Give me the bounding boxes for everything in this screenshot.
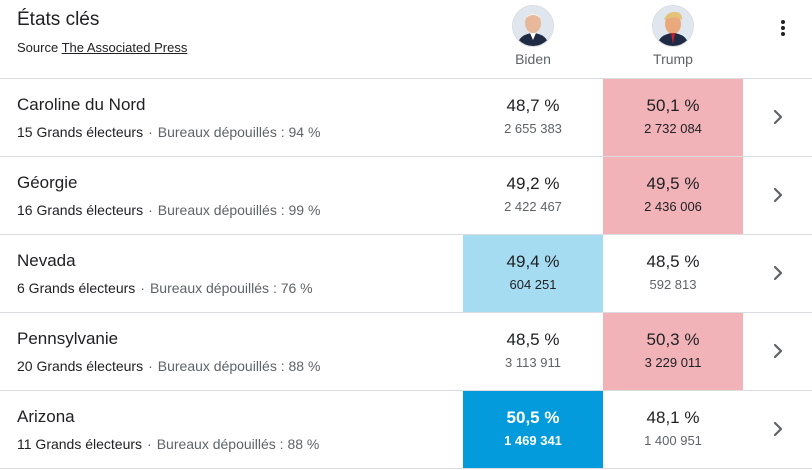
candidate-name: Biden: [515, 51, 551, 67]
electors-count: 20 Grands électeurs: [17, 358, 144, 374]
counted-percentage: Bureaux dépouillés : 88 %: [156, 436, 320, 452]
state-name: Caroline du Nord: [17, 95, 146, 114]
candidate-biden: Biden: [463, 5, 603, 67]
separator-dot: ·: [148, 358, 153, 374]
trump-votes: 1 400 951: [644, 433, 702, 448]
biden-percentage: 49,2 %: [506, 174, 560, 193]
trump-percentage: 48,1 %: [646, 408, 700, 427]
biden-result-cell: 48,7 % 2 655 383: [463, 79, 603, 156]
state-row[interactable]: Caroline du Nord 15 Grands électeurs · Bur…: [0, 79, 812, 157]
electors-count: 16 Grands électeurs: [17, 202, 144, 218]
biden-votes: 2 655 383: [504, 121, 562, 136]
trump-result-cell: 48,1 % 1 400 951: [603, 391, 743, 468]
trump-percentage: 48,5 %: [646, 252, 700, 271]
counted-percentage: Bureaux dépouillés : 88 %: [157, 358, 321, 374]
source-line: Source The Associated Press: [17, 40, 187, 55]
state-row[interactable]: Géorgie 16 Grands électeurs · Bureaux dépo…: [0, 157, 812, 235]
state-meta: 11 Grands électeurs · Bureaux dépouillés :…: [17, 436, 319, 452]
state-row[interactable]: Nevada 6 Grands électeurs · Bureaux dépoui…: [0, 235, 812, 313]
state-meta: 6 Grands électeurs · Bureaux dépouillés : …: [17, 280, 313, 296]
trump-percentage: 50,3 %: [646, 330, 700, 349]
source-prefix: Source: [17, 40, 59, 55]
biden-votes: 1 469 341: [504, 433, 562, 448]
biden-percentage: 49,4 %: [506, 252, 560, 271]
trump-result-cell: 50,1 % 2 732 084: [603, 79, 743, 156]
results-header: États clés Source The Associated Press B…: [0, 0, 812, 79]
state-name: Nevada: [17, 251, 76, 270]
trump-avatar-icon: [652, 5, 694, 47]
biden-result-cell: 50,5 % 1 469 341: [463, 391, 603, 468]
chevron-right-icon[interactable]: [768, 339, 788, 363]
candidate-name: Trump: [653, 51, 693, 67]
state-name: Arizona: [17, 407, 75, 426]
state-row[interactable]: Pennsylvanie 20 Grands électeurs · Bureaux…: [0, 313, 812, 391]
biden-votes: 3 113 911: [505, 355, 561, 370]
trump-result-cell: 49,5 % 2 436 006: [603, 157, 743, 234]
trump-votes: 2 732 084: [644, 121, 702, 136]
biden-avatar-icon: [512, 5, 554, 47]
trump-result-cell: 48,5 % 592 813: [603, 235, 743, 312]
state-meta: 15 Grands électeurs · Bureaux dépouillés :…: [17, 124, 320, 140]
biden-percentage: 48,7 %: [506, 96, 560, 115]
biden-result-cell: 49,2 % 2 422 467: [463, 157, 603, 234]
trump-votes: 3 229 011: [644, 355, 702, 370]
separator-dot: ·: [148, 202, 153, 218]
biden-percentage: 48,5 %: [506, 330, 560, 349]
state-name: Géorgie: [17, 173, 78, 192]
state-name: Pennsylvanie: [17, 329, 119, 348]
biden-result-cell: 48,5 % 3 113 911: [463, 313, 603, 390]
trump-votes: 592 813: [649, 277, 697, 292]
trump-percentage: 50,1 %: [646, 96, 700, 115]
chevron-right-icon[interactable]: [768, 183, 788, 207]
state-meta: 20 Grands électeurs · Bureaux dépouillés :…: [17, 358, 320, 374]
counted-percentage: Bureaux dépouillés : 76 %: [149, 280, 313, 296]
state-row[interactable]: Arizona 11 Grands électeurs · Bureaux dépo…: [0, 391, 812, 469]
more-vert-icon[interactable]: [771, 18, 795, 42]
source-link[interactable]: The Associated Press: [61, 40, 188, 55]
electors-count: 11 Grands électeurs: [17, 436, 143, 452]
separator-dot: ·: [140, 280, 145, 296]
chevron-right-icon[interactable]: [768, 261, 788, 285]
biden-votes: 604 251: [509, 277, 557, 292]
page-title: États clés: [17, 9, 100, 30]
biden-votes: 2 422 467: [504, 199, 562, 214]
candidate-trump: Trump: [603, 5, 743, 67]
chevron-right-icon[interactable]: [768, 417, 788, 441]
biden-result-cell: 49,4 % 604 251: [463, 235, 603, 312]
electors-count: 15 Grands électeurs: [17, 124, 144, 140]
counted-percentage: Bureaux dépouillés : 94 %: [157, 124, 321, 140]
chevron-right-icon[interactable]: [768, 105, 788, 129]
trump-result-cell: 50,3 % 3 229 011: [603, 313, 743, 390]
trump-percentage: 49,5 %: [646, 174, 700, 193]
state-meta: 16 Grands électeurs · Bureaux dépouillés :…: [17, 202, 320, 218]
counted-percentage: Bureaux dépouillés : 99 %: [157, 202, 321, 218]
trump-votes: 2 436 006: [644, 199, 702, 214]
electors-count: 6 Grands électeurs: [17, 280, 136, 296]
biden-percentage: 50,5 %: [506, 408, 560, 427]
separator-dot: ·: [148, 124, 153, 140]
separator-dot: ·: [147, 436, 152, 452]
